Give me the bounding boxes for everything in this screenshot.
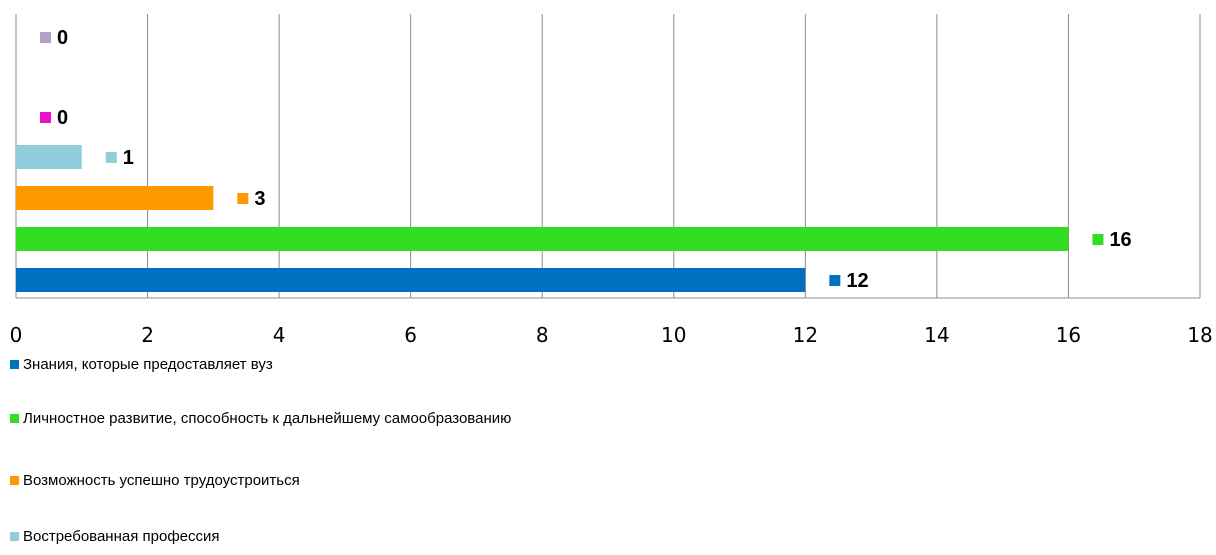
legend-swatch bbox=[10, 475, 19, 485]
data-label: 1 bbox=[123, 147, 134, 169]
legend-item: Личностное развитие, способность к дальн… bbox=[10, 408, 511, 428]
legend-swatch bbox=[10, 413, 19, 423]
data-label-marker bbox=[40, 112, 51, 123]
x-tick-label: 8 bbox=[536, 323, 549, 347]
legend-item: Знания, которые предоставляет вуз bbox=[10, 354, 273, 374]
legend-label: Востребованная профессия bbox=[23, 527, 220, 545]
x-axis-ticks: 0 2 4 6 8 10 12 14 16 18 bbox=[10, 323, 1213, 347]
data-label: 16 bbox=[1109, 229, 1131, 251]
data-label-marker bbox=[1092, 234, 1104, 245]
legend-item: Возможность успешно трудоустроиться bbox=[10, 470, 300, 490]
data-label: 12 bbox=[846, 270, 868, 292]
x-tick-label: 0 bbox=[10, 323, 23, 347]
legend-label: Возможность успешно трудоустроиться bbox=[23, 471, 300, 489]
data-label-marker bbox=[105, 152, 117, 163]
bar bbox=[16, 186, 214, 210]
legend-label: Знания, которые предоставляет вуз bbox=[23, 355, 273, 373]
x-tick-label: 2 bbox=[141, 323, 154, 347]
legend-swatch bbox=[10, 359, 19, 369]
x-tick-label: 10 bbox=[661, 323, 686, 347]
x-tick-label: 16 bbox=[1056, 323, 1081, 347]
bar bbox=[16, 145, 82, 169]
legend-swatch bbox=[10, 531, 19, 541]
data-label-marker bbox=[40, 32, 51, 43]
legend-label: Личностное развитие, способность к дальн… bbox=[23, 409, 512, 427]
data-label-marker bbox=[829, 275, 841, 286]
bar bbox=[16, 227, 1069, 251]
x-tick-label: 6 bbox=[404, 323, 417, 347]
data-label: 3 bbox=[254, 188, 265, 210]
bar bbox=[16, 268, 806, 292]
x-tick-label: 14 bbox=[924, 323, 949, 347]
x-tick-label: 4 bbox=[273, 323, 286, 347]
data-labels: 12 16 3 1 0 0 bbox=[40, 27, 1132, 292]
data-label: 0 bbox=[57, 27, 68, 49]
data-label-marker bbox=[237, 193, 249, 204]
legend-item: Востребованная профессия bbox=[10, 526, 220, 546]
x-tick-label: 18 bbox=[1187, 323, 1212, 347]
data-label: 0 bbox=[57, 107, 68, 129]
bars bbox=[16, 145, 1069, 292]
gridlines bbox=[15, 14, 1201, 299]
x-tick-label: 12 bbox=[793, 323, 818, 347]
